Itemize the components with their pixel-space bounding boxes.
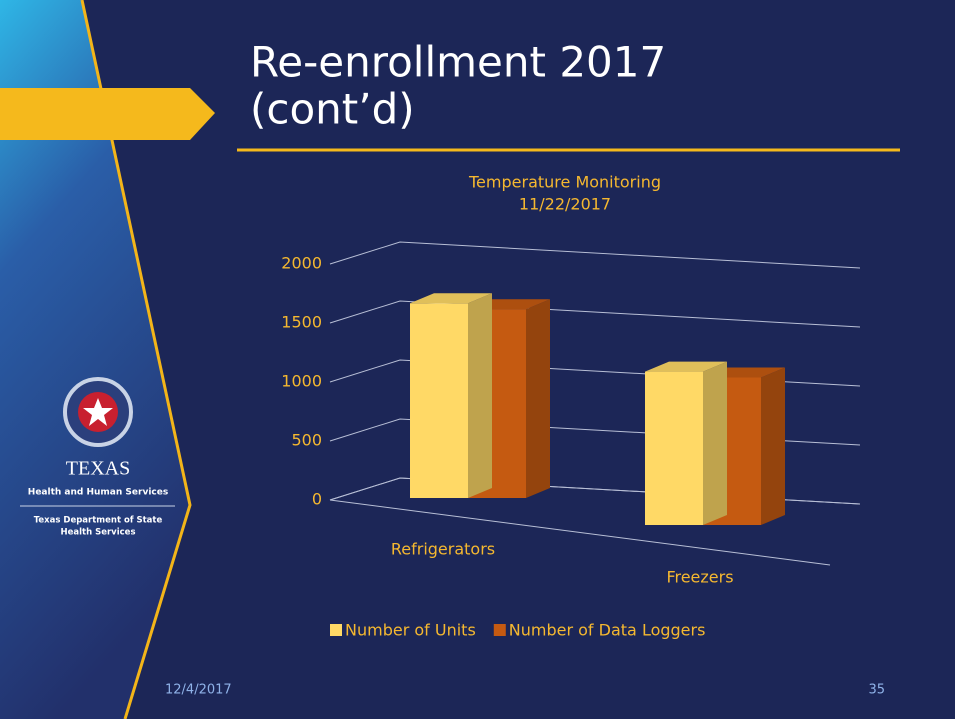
chart-subtitle: 11/22/2017 <box>519 195 611 214</box>
y-tick-label: 1000 <box>281 372 322 391</box>
y-tick-label: 500 <box>291 431 322 450</box>
floor-front <box>329 499 831 566</box>
page-number: 35 <box>868 683 885 698</box>
band-edge <box>80 0 192 719</box>
legend-swatch <box>493 624 506 636</box>
bar <box>410 303 468 498</box>
y-tick-label: 1500 <box>281 313 322 332</box>
legend-swatch <box>330 624 342 636</box>
bar-top <box>410 293 492 304</box>
y-tick-label: 0 <box>312 490 322 509</box>
bar-side <box>526 299 550 498</box>
grid-line <box>329 241 861 269</box>
chart-title: Temperature Monitoring <box>468 173 661 192</box>
logo-star <box>83 398 113 426</box>
logo-department: Texas Department of State <box>34 516 163 526</box>
arrow <box>0 88 215 140</box>
bar-side <box>703 361 727 525</box>
bar <box>645 371 703 525</box>
slide-title: Re-enrollment 2017 <box>250 38 666 87</box>
grid-line <box>329 300 861 328</box>
x-tick-label: Freezers <box>666 568 733 587</box>
bar-side <box>761 367 785 525</box>
y-tick-label: 2000 <box>281 254 322 273</box>
side-band <box>0 0 190 719</box>
bar-top <box>645 361 727 372</box>
logo-agency: Health and Human Services <box>28 488 168 498</box>
slide-date: 12/4/2017 <box>165 683 232 698</box>
logo-name: TEXAS <box>66 458 130 480</box>
slide-title: (cont’d) <box>250 85 415 134</box>
logo-department: Health Services <box>61 528 136 538</box>
bar-side <box>468 293 492 498</box>
x-tick-label: Refrigerators <box>391 540 495 559</box>
legend-label: Number of Units <box>345 621 476 640</box>
legend-label: Number of Data Loggers <box>509 621 706 640</box>
